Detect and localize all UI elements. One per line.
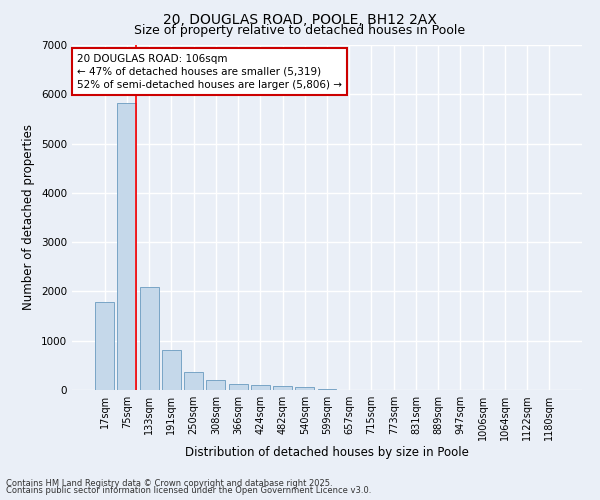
Bar [140,287,158,390]
Bar [273,386,292,390]
Text: 20 DOUGLAS ROAD: 106sqm
← 47% of detached houses are smaller (5,319)
52% of semi: 20 DOUGLAS ROAD: 106sqm ← 47% of detache… [77,54,342,90]
Bar [162,350,181,390]
Bar [118,103,136,390]
Bar [317,388,337,390]
Bar [184,372,203,390]
Text: Contains public sector information licensed under the Open Government Licence v3: Contains public sector information licen… [6,486,371,495]
Y-axis label: Number of detached properties: Number of detached properties [22,124,35,310]
Text: Contains HM Land Registry data © Crown copyright and database right 2025.: Contains HM Land Registry data © Crown c… [6,478,332,488]
Bar [229,384,248,390]
Bar [251,385,270,390]
Bar [95,302,114,390]
Bar [206,380,225,390]
Text: Size of property relative to detached houses in Poole: Size of property relative to detached ho… [134,24,466,37]
Bar [295,387,314,390]
Text: 20, DOUGLAS ROAD, POOLE, BH12 2AX: 20, DOUGLAS ROAD, POOLE, BH12 2AX [163,12,437,26]
X-axis label: Distribution of detached houses by size in Poole: Distribution of detached houses by size … [185,446,469,459]
